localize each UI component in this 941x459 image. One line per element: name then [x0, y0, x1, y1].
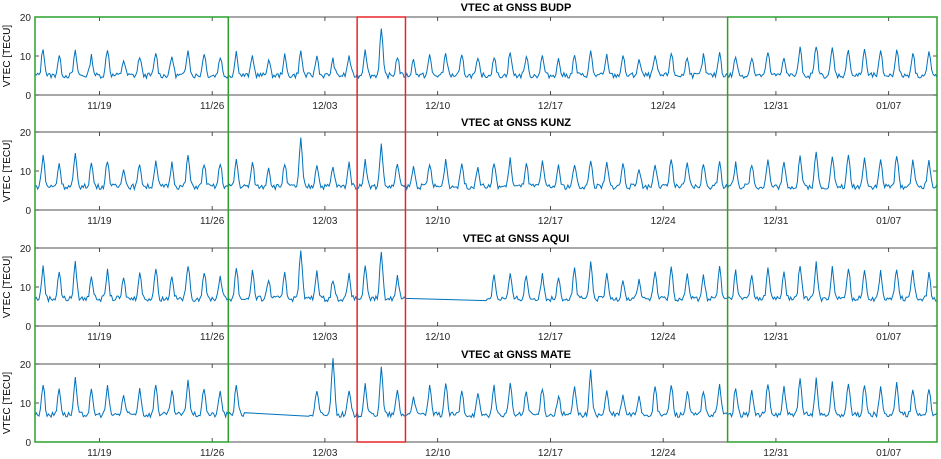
panel-title: VTEC at GNSS BUDP: [461, 2, 572, 14]
y-tick-label: 10: [20, 399, 32, 410]
y-tick-label: 10: [20, 167, 32, 178]
x-tick-label: 11/26: [200, 216, 225, 227]
x-tick-label: 12/10: [425, 448, 450, 459]
x-tick-label: 11/19: [87, 448, 112, 459]
y-tick-label: 10: [20, 283, 32, 294]
x-tick-label: 11/26: [200, 448, 225, 459]
x-tick-label: 12/24: [651, 332, 676, 343]
x-tick-label: 12/31: [763, 101, 788, 112]
panel-title: VTEC at GNSS AQUI: [463, 233, 570, 245]
y-tick-label: 10: [20, 52, 32, 63]
panel-1: VTEC at GNSS BUDP VTEC [TECU] 0 10 20 11/19 11…: [2, 2, 938, 112]
x-tick-label: 01/07: [876, 332, 901, 343]
y-tick-label: 0: [25, 438, 31, 449]
x-tick-label: 12/10: [425, 216, 450, 227]
y-tick-label: 20: [20, 360, 32, 371]
y-tick-label: 0: [25, 322, 31, 333]
panel-title: VTEC at GNSS KUNZ: [461, 117, 571, 129]
vtec-series-line: [34, 28, 938, 80]
x-tick-label: 01/07: [876, 448, 901, 459]
y-axis-label: VTEC [TECU]: [2, 25, 13, 87]
vtec-series-line: [34, 358, 938, 419]
x-tick-label: 12/03: [312, 216, 337, 227]
x-tick-label: 12/24: [651, 101, 676, 112]
highlight-box-green: [726, 16, 938, 443]
y-tick-label: 20: [20, 13, 32, 24]
y-tick-label: 20: [20, 244, 32, 255]
x-tick-label: 12/17: [538, 448, 563, 459]
vtec-series-line: [34, 250, 938, 304]
x-tick-label: 12/24: [651, 216, 676, 227]
y-tick-label: 0: [25, 91, 31, 102]
x-tick-label: 01/07: [876, 101, 901, 112]
panel-2: VTEC at GNSS KUNZ VTEC [TECU] 0 10 20 11/19 11…: [2, 117, 938, 227]
x-tick-label: 11/19: [87, 332, 112, 343]
x-tick-label: 12/31: [763, 448, 788, 459]
x-tick-label: 12/17: [538, 101, 563, 112]
x-tick-label: 12/31: [763, 216, 788, 227]
highlight-box-red: [356, 16, 407, 443]
y-axis-label: VTEC [TECU]: [2, 140, 13, 202]
x-tick-label: 12/10: [425, 332, 450, 343]
x-tick-label: 12/10: [425, 101, 450, 112]
highlight-box-green: [34, 16, 230, 443]
y-axis-label: VTEC [TECU]: [2, 372, 13, 434]
vtec-series-line: [34, 137, 938, 192]
x-tick-label: 11/26: [200, 332, 225, 343]
x-tick-label: 11/19: [87, 101, 112, 112]
panel-3: VTEC at GNSS AQUI VTEC [TECU] 0 10 20 11/19 11…: [2, 233, 938, 343]
x-tick-label: 12/17: [538, 216, 563, 227]
x-tick-label: 11/26: [200, 101, 225, 112]
y-axis-label: VTEC [TECU]: [2, 256, 13, 318]
x-tick-label: 11/19: [87, 216, 112, 227]
y-tick-label: 20: [20, 128, 32, 139]
x-tick-label: 01/07: [876, 216, 901, 227]
panel-title: VTEC at GNSS MATE: [461, 349, 571, 361]
x-tick-label: 12/24: [651, 448, 676, 459]
x-tick-label: 12/31: [763, 332, 788, 343]
x-tick-label: 12/03: [312, 101, 337, 112]
y-tick-label: 0: [25, 206, 31, 217]
x-tick-label: 12/03: [312, 448, 337, 459]
x-tick-label: 12/03: [312, 332, 337, 343]
x-tick-label: 12/17: [538, 332, 563, 343]
